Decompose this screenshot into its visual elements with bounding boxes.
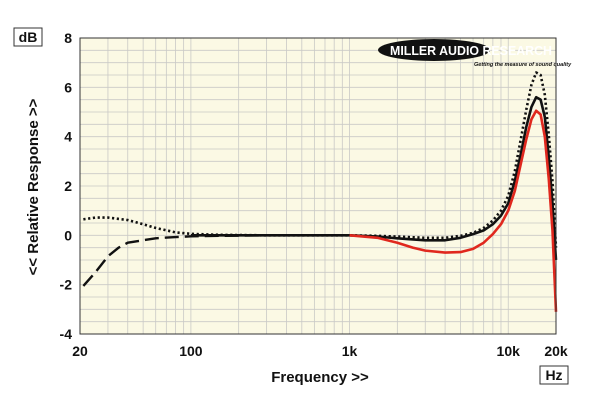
y-unit-box	[13, 27, 43, 47]
x-unit-label: Hz	[545, 367, 562, 383]
x-tick-label: 100	[179, 343, 203, 359]
y-tick-label: 8	[64, 30, 72, 46]
series-layer	[82, 71, 558, 312]
plot-frame	[79, 37, 557, 335]
x-tick-labels: 20 100 1k 10k 20k	[72, 343, 568, 359]
y-axis-title: << Relative Response >>	[25, 98, 42, 275]
y-tick-label: 2	[64, 178, 72, 194]
logo-ellipse	[378, 39, 490, 61]
logo: MILLER AUDIO RESEARCH Getting the measur…	[378, 39, 572, 68]
x-tick-label: 1k	[342, 343, 358, 359]
y-tick-label: 6	[64, 79, 72, 95]
x-tick-label: 20	[72, 343, 88, 359]
logo-text: MILLER AUDIO RESEARCH	[390, 43, 552, 58]
x-unit-box	[539, 365, 569, 385]
y-tick-label: 0	[64, 227, 72, 243]
y-tick-label: -4	[60, 326, 73, 342]
y-unit-label: dB	[19, 29, 38, 45]
x-tick-label: 10k	[497, 343, 521, 359]
y-tick-label: -2	[60, 277, 73, 293]
y-tick-label: 4	[64, 129, 72, 145]
y-tick-labels: -4 -2 0 2 4 6 8	[60, 30, 73, 342]
series-line-4	[349, 109, 558, 312]
x-tick-label: 20k	[544, 343, 568, 359]
series-line-1	[83, 71, 558, 248]
series-line-3	[190, 95, 558, 261]
logo-tagline: Getting the measure of sound quality	[474, 62, 572, 68]
x-axis-title: Frequency >>	[271, 369, 369, 386]
